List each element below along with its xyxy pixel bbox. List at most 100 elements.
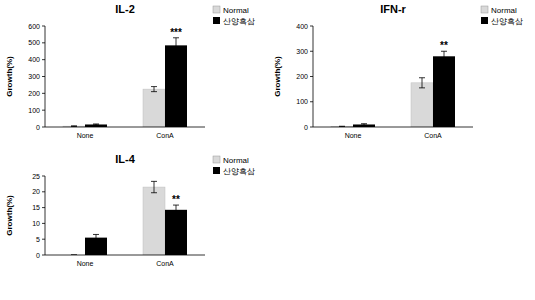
legend-label: 산양흑삼 <box>223 167 255 176</box>
error-cap <box>339 126 345 127</box>
error-bar <box>419 78 425 88</box>
y-tick <box>42 42 45 43</box>
plot-marks <box>71 181 187 255</box>
y-tick <box>310 76 313 77</box>
error-cap <box>173 52 179 53</box>
y-axis <box>45 176 46 255</box>
y-tick <box>42 176 45 177</box>
y-tick <box>42 76 45 77</box>
x-axis <box>313 127 473 128</box>
error-bar <box>93 124 99 125</box>
legend-label: Normal <box>223 6 249 15</box>
error-line <box>176 205 177 214</box>
error-bar <box>441 51 447 61</box>
bar <box>411 83 433 127</box>
y-tick-label: 200 <box>296 73 308 80</box>
error-cap <box>419 87 425 88</box>
y-axis-label: Growth(%) <box>5 195 14 236</box>
y-tick <box>42 239 45 240</box>
y-tick-label: 100 <box>296 98 308 105</box>
chart-panel: IL-2Growth(%)0100200300400500600NoneConA… <box>5 3 255 139</box>
legend-label: 산양흑삼 <box>223 17 255 26</box>
bar <box>143 89 165 127</box>
x-tick-label: ConA <box>156 260 174 267</box>
y-tick <box>42 207 45 208</box>
error-bar <box>151 87 157 92</box>
y-tick-label: 20 <box>32 188 40 195</box>
error-cap <box>151 181 157 182</box>
error-bar <box>173 38 179 53</box>
error-cap <box>151 192 157 193</box>
legend-swatch <box>481 17 488 24</box>
y-axis-label: Growth(%) <box>5 56 14 97</box>
bar <box>143 187 165 255</box>
error-bar <box>361 124 367 126</box>
y-tick-label: 0 <box>36 124 40 131</box>
legend-label: Normal <box>223 156 249 165</box>
y-tick-label: 600 <box>28 23 40 30</box>
annotation: ** <box>440 40 448 51</box>
y-tick-label: 500 <box>28 39 40 46</box>
x-axis <box>45 255 205 256</box>
chart-title: IL-2 <box>115 3 135 15</box>
bar <box>433 56 455 127</box>
y-tick-label: 400 <box>28 56 40 63</box>
legend-swatch <box>481 6 488 13</box>
plot-marks <box>331 51 455 127</box>
legend-swatch <box>213 156 220 163</box>
y-axis-label: Growth(%) <box>273 56 282 97</box>
annotation: ** <box>172 194 180 205</box>
y-tick-label: 200 <box>28 90 40 97</box>
y-tick <box>42 26 45 27</box>
error-cap <box>151 91 157 92</box>
figure: IL-2Growth(%)0100200300400500600NoneConA… <box>0 0 535 300</box>
y-tick <box>310 51 313 52</box>
y-tick-label: 400 <box>296 23 308 30</box>
error-line <box>176 38 177 53</box>
y-axis <box>313 26 314 127</box>
y-tick <box>42 110 45 111</box>
legend-label: 산양흑삼 <box>491 17 523 26</box>
legend-swatch <box>213 167 220 174</box>
y-axis <box>45 26 46 127</box>
error-cap <box>93 124 99 125</box>
x-tick-label: None <box>77 260 94 267</box>
y-tick-label: 5 <box>36 236 40 243</box>
error-line <box>422 78 423 88</box>
legend-swatch <box>213 6 220 13</box>
chart-panel: IL-4Growth(%)0510152025NoneConA**Normal산… <box>5 153 255 267</box>
error-line <box>96 234 97 240</box>
error-cap <box>419 77 425 78</box>
y-tick <box>42 93 45 94</box>
bar <box>165 210 187 255</box>
y-tick-label: 0 <box>36 252 40 259</box>
x-tick-label: None <box>345 132 362 139</box>
y-tick <box>42 127 45 128</box>
error-cap <box>361 123 367 124</box>
y-tick-label: 300 <box>296 48 308 55</box>
legend-label: Normal <box>491 6 517 15</box>
error-cap <box>93 240 99 241</box>
legend-swatch <box>213 17 220 24</box>
x-tick-label: ConA <box>156 132 174 139</box>
x-tick-label: None <box>77 132 94 139</box>
x-tick-label: ConA <box>424 132 442 139</box>
y-tick <box>42 255 45 256</box>
error-line <box>154 181 155 192</box>
chart-title: IL-4 <box>115 153 135 165</box>
y-tick-label: 0 <box>304 124 308 131</box>
y-tick <box>42 223 45 224</box>
x-axis <box>45 127 205 128</box>
plot-marks <box>63 38 187 127</box>
chart-panel: IFN-rGrowth(%)0100200300400NoneConA**Nor… <box>273 3 523 139</box>
y-tick <box>310 101 313 102</box>
error-cap <box>151 86 157 87</box>
error-bar <box>173 205 179 214</box>
y-tick-label: 10 <box>32 220 40 227</box>
y-tick-label: 100 <box>28 107 40 114</box>
bar <box>165 45 187 127</box>
error-line <box>154 87 155 92</box>
y-tick <box>310 127 313 128</box>
error-cap <box>441 61 447 62</box>
error-line <box>444 51 445 61</box>
